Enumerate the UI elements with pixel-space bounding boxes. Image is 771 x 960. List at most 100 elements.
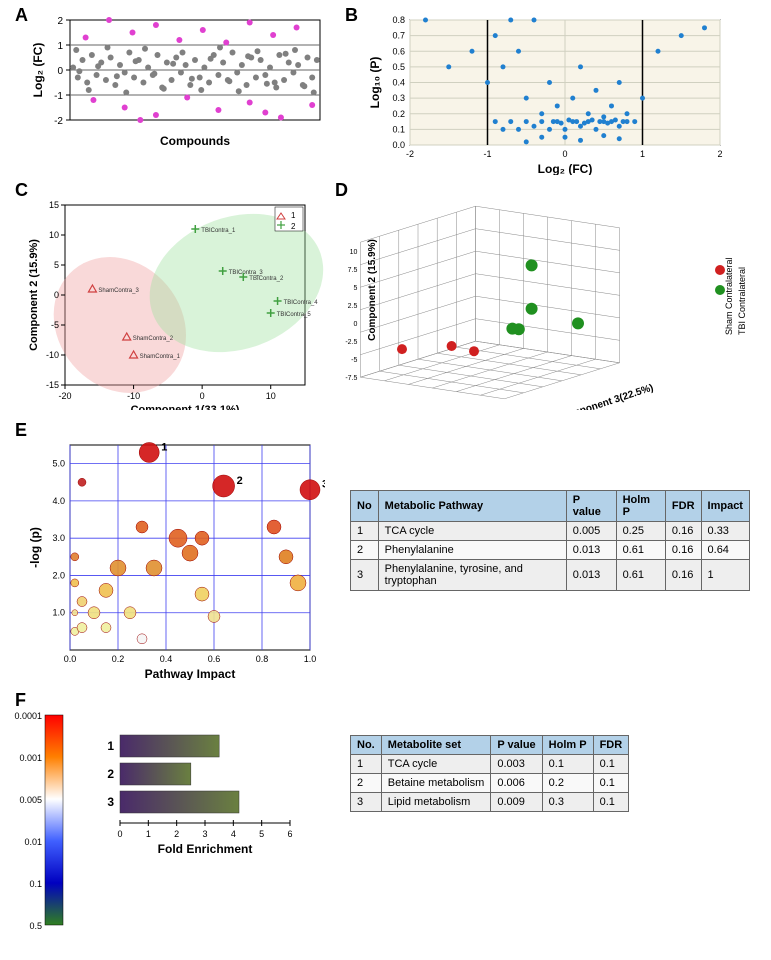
col-header: Holm P <box>616 491 665 522</box>
cell: 0.009 <box>491 793 542 812</box>
panel-f-colorbar: 0.00010.0010.0050.010.10.5 <box>10 710 75 940</box>
svg-text:7.5: 7.5 <box>348 267 358 274</box>
svg-text:5: 5 <box>259 829 264 839</box>
svg-text:1.0: 1.0 <box>304 654 317 664</box>
svg-text:-5: -5 <box>351 357 357 364</box>
svg-text:0.0: 0.0 <box>64 654 77 664</box>
cell: 2 <box>351 541 379 560</box>
svg-text:0.8: 0.8 <box>256 654 269 664</box>
svg-text:ShamContra_2: ShamContra_2 <box>133 336 174 342</box>
col-header: Impact <box>701 491 749 522</box>
svg-text:10: 10 <box>49 230 59 240</box>
svg-text:0: 0 <box>57 66 63 77</box>
svg-text:0.3: 0.3 <box>392 93 405 103</box>
svg-text:0: 0 <box>562 149 567 159</box>
panel-c: C -20-10010-15-10-5051015ShamContra_3Sha… <box>10 180 320 410</box>
panel-f-table-wrap: No.Metabolite setP valueHolm PFDR1TCA cy… <box>350 735 750 812</box>
col-header: No. <box>351 736 382 755</box>
cell: 0.61 <box>616 560 665 591</box>
panel-d: D Component 1(33.1%)Component 3(22.5%)Co… <box>330 180 750 410</box>
svg-text:3: 3 <box>202 829 207 839</box>
svg-text:6: 6 <box>287 829 292 839</box>
cell: 0.16 <box>665 541 701 560</box>
panel-e-table: NoMetabolic PathwayP valueHolm PFDRImpac… <box>350 490 750 591</box>
cell: 2 <box>351 774 382 793</box>
panel-f-table: No.Metabolite setP valueHolm PFDR1TCA cy… <box>350 735 629 812</box>
panel-c-label: C <box>15 180 28 201</box>
col-header: Metabolite set <box>381 736 491 755</box>
cell: 0.64 <box>701 541 749 560</box>
svg-text:2: 2 <box>107 767 114 781</box>
svg-text:Compounds: Compounds <box>160 134 230 148</box>
svg-text:Log₂ (FC): Log₂ (FC) <box>31 43 45 98</box>
svg-text:Fold Enrichment: Fold Enrichment <box>158 842 253 856</box>
svg-text:-1: -1 <box>483 149 491 159</box>
cell: Phenylalanine <box>378 541 566 560</box>
panel-b-label: B <box>345 5 358 26</box>
svg-text:-10: -10 <box>46 350 59 360</box>
svg-text:3.0: 3.0 <box>52 533 65 543</box>
svg-text:-7.5: -7.5 <box>345 375 357 382</box>
col-header: Holm P <box>542 736 593 755</box>
cell: 0.16 <box>665 522 701 541</box>
svg-text:3: 3 <box>322 479 325 491</box>
svg-text:0.5: 0.5 <box>392 62 405 72</box>
svg-text:4.0: 4.0 <box>52 496 65 506</box>
cell: 0.2 <box>542 774 593 793</box>
panel-e-chart: 0.00.20.40.60.81.01.02.03.04.05.0123Path… <box>25 430 325 680</box>
svg-text:-2.5: -2.5 <box>345 339 357 346</box>
cell: 0.1 <box>593 793 629 812</box>
svg-text:2: 2 <box>57 16 63 27</box>
svg-text:1: 1 <box>57 41 63 52</box>
cell: 0.006 <box>491 774 542 793</box>
panel-d-chart: Component 1(33.1%)Component 3(22.5%)Comp… <box>340 190 750 410</box>
svg-text:-2: -2 <box>406 149 414 159</box>
svg-text:1.0: 1.0 <box>52 608 65 618</box>
svg-text:-log (p): -log (p) <box>28 527 42 568</box>
svg-text:1: 1 <box>146 829 151 839</box>
panel-a-label: A <box>15 5 28 26</box>
cell: 0.25 <box>616 522 665 541</box>
svg-text:0.1: 0.1 <box>392 124 405 134</box>
svg-text:4: 4 <box>231 829 236 839</box>
svg-text:1: 1 <box>107 739 114 753</box>
svg-text:0.6: 0.6 <box>392 46 405 56</box>
svg-text:Component 2 (15.9%): Component 2 (15.9%) <box>28 239 40 351</box>
col-header: FDR <box>665 491 701 522</box>
svg-text:0.7: 0.7 <box>392 31 405 41</box>
svg-text:TBI Contralateral: TBI Contralateral <box>737 267 747 335</box>
svg-text:2.5: 2.5 <box>348 303 358 310</box>
svg-text:Component 3(22.5%): Component 3(22.5%) <box>557 383 654 410</box>
panel-a-chart: -2-1012CompoundsLog₂ (FC) <box>30 10 330 150</box>
cell: Betaine metabolism <box>381 774 491 793</box>
svg-text:0: 0 <box>353 321 357 328</box>
svg-text:0.1: 0.1 <box>29 879 42 889</box>
svg-text:0: 0 <box>54 290 59 300</box>
svg-text:TBIContra_4: TBIContra_4 <box>284 300 319 306</box>
cell: Phenylalanine, tyrosine, and tryptophan <box>378 560 566 591</box>
svg-text:0.4: 0.4 <box>160 654 173 664</box>
cell: 1 <box>701 560 749 591</box>
cell: 3 <box>351 560 379 591</box>
panel-e: E 0.00.20.40.60.81.01.02.03.04.05.0123Pa… <box>10 420 760 680</box>
col-header: FDR <box>593 736 629 755</box>
panel-e-table-wrap: NoMetabolic PathwayP valueHolm PFDRImpac… <box>350 490 750 591</box>
svg-text:5: 5 <box>353 285 357 292</box>
svg-text:0.2: 0.2 <box>392 109 405 119</box>
cell: 0.1 <box>542 755 593 774</box>
cell: TCA cycle <box>381 755 491 774</box>
svg-text:3: 3 <box>107 795 114 809</box>
svg-text:Log₁₀ (P): Log₁₀ (P) <box>368 57 382 109</box>
panel-d-label: D <box>335 180 348 201</box>
svg-text:-20: -20 <box>58 391 71 401</box>
svg-text:2: 2 <box>237 475 243 487</box>
svg-text:Component 2 (15.9%): Component 2 (15.9%) <box>367 239 378 341</box>
cell: 3 <box>351 793 382 812</box>
cell: 0.013 <box>566 541 616 560</box>
svg-text:5: 5 <box>54 260 59 270</box>
svg-text:ShamContra_3: ShamContra_3 <box>98 288 139 294</box>
svg-text:0.0: 0.0 <box>392 140 405 150</box>
svg-text:Sham Contralateral: Sham Contralateral <box>724 257 734 335</box>
panel-f-label: F <box>15 690 26 711</box>
cell: 0.1 <box>593 774 629 793</box>
